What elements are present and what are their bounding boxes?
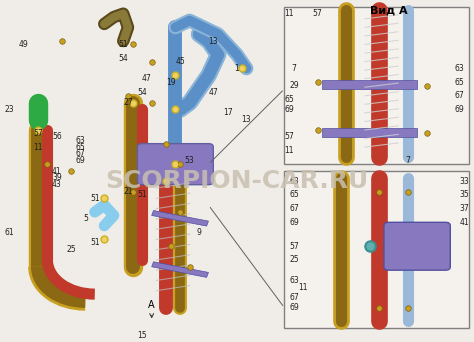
Text: 29: 29: [289, 81, 299, 90]
Text: 63: 63: [455, 64, 465, 73]
Text: 63: 63: [76, 136, 85, 145]
Text: 57: 57: [289, 242, 299, 251]
Text: Вид А: Вид А: [370, 5, 408, 15]
Text: 65: 65: [284, 95, 294, 104]
Text: 63: 63: [289, 177, 299, 186]
FancyBboxPatch shape: [284, 7, 469, 164]
Text: SCORPION-CAR.RU: SCORPION-CAR.RU: [105, 169, 369, 193]
Text: 51: 51: [118, 40, 128, 49]
Text: 57: 57: [284, 132, 294, 141]
Text: 11: 11: [284, 9, 294, 18]
Text: 21: 21: [123, 187, 133, 196]
Text: 67: 67: [455, 91, 465, 100]
Text: 11: 11: [299, 283, 308, 292]
Text: 51: 51: [90, 238, 100, 247]
Text: А: А: [148, 300, 155, 317]
Text: 69: 69: [284, 105, 294, 114]
Text: 41: 41: [52, 167, 62, 175]
FancyBboxPatch shape: [137, 144, 213, 185]
FancyBboxPatch shape: [284, 171, 469, 328]
Text: 67: 67: [289, 204, 299, 213]
Text: 57: 57: [33, 129, 43, 138]
Bar: [152, 262, 209, 277]
Text: 54: 54: [118, 54, 128, 63]
Text: 63: 63: [289, 276, 299, 285]
Text: 47: 47: [209, 88, 218, 97]
Text: 43: 43: [52, 180, 62, 189]
Text: 65: 65: [76, 143, 85, 152]
Text: 33: 33: [460, 177, 469, 186]
Text: 15: 15: [137, 331, 147, 340]
Text: 7: 7: [405, 156, 410, 165]
FancyBboxPatch shape: [384, 222, 450, 270]
Bar: [152, 211, 209, 226]
Text: 7: 7: [292, 64, 296, 73]
Bar: [322, 80, 417, 89]
Text: 61: 61: [5, 228, 14, 237]
Text: 37: 37: [460, 204, 469, 213]
Text: 67: 67: [289, 293, 299, 302]
Text: 19: 19: [166, 78, 175, 87]
Text: 65: 65: [455, 78, 465, 87]
Text: 45: 45: [175, 57, 185, 66]
Text: 47: 47: [142, 74, 152, 83]
Text: 11: 11: [284, 146, 294, 155]
Text: 41: 41: [460, 218, 469, 227]
Text: 13: 13: [242, 115, 251, 124]
Text: 9: 9: [197, 228, 201, 237]
Text: 53: 53: [185, 156, 194, 165]
Text: 25: 25: [66, 245, 76, 254]
Bar: [322, 128, 417, 137]
Text: 69: 69: [289, 218, 299, 227]
Text: 49: 49: [19, 40, 28, 49]
Text: 56: 56: [52, 132, 62, 141]
Text: 23: 23: [5, 105, 14, 114]
Text: 5: 5: [83, 214, 88, 223]
Text: 54: 54: [137, 88, 147, 97]
Text: 69: 69: [289, 303, 299, 312]
Text: 17: 17: [223, 108, 232, 117]
Text: 69: 69: [76, 156, 85, 165]
Text: 35: 35: [460, 190, 469, 199]
Text: 69: 69: [455, 105, 465, 114]
Text: 57: 57: [313, 9, 322, 18]
Text: 51: 51: [90, 194, 100, 203]
Text: 65: 65: [289, 190, 299, 199]
Text: 51: 51: [137, 190, 147, 199]
Text: 27: 27: [123, 98, 133, 107]
Text: 67: 67: [76, 149, 85, 158]
Text: 13: 13: [209, 37, 218, 45]
Text: 1: 1: [235, 64, 239, 73]
Text: 39: 39: [52, 173, 62, 182]
Text: 11: 11: [33, 143, 43, 152]
Text: 25: 25: [289, 255, 299, 264]
